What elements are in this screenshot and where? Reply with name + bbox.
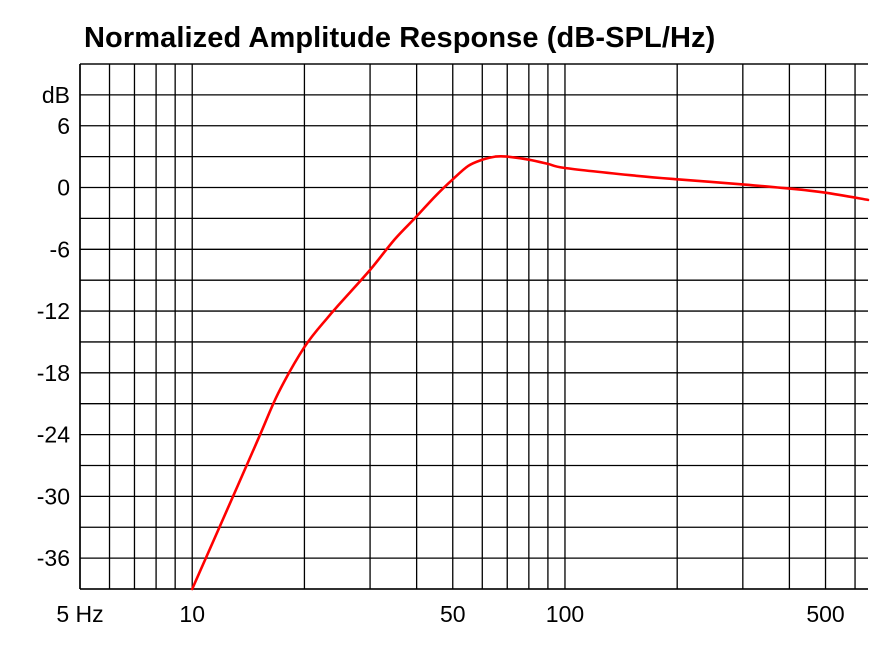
series-layer [190, 154, 870, 591]
y-axis-unit-label: dB [42, 82, 70, 108]
grid-layer [79, 63, 868, 590]
y-tick-label: -18 [37, 360, 70, 386]
y-tick-label: 6 [57, 113, 70, 139]
y-tick-label: -36 [37, 545, 70, 571]
x-tick-label: 10 [179, 601, 205, 627]
y-tick-label: -24 [37, 422, 70, 448]
y-tick-label: -6 [50, 236, 70, 262]
x-tick-label: 50 [440, 601, 466, 627]
y-tick-label: 0 [57, 175, 70, 201]
x-tick-label: 500 [806, 601, 844, 627]
x-tick-label: 100 [546, 601, 584, 627]
label-layer: -36 -30 -24 -18 -12 -6 0 6 dB 5 Hz 10 50 100 500 [37, 82, 845, 627]
x-tick-label: 5 Hz [56, 601, 103, 627]
y-tick-label: -30 [37, 483, 70, 509]
y-tick-label: -12 [37, 298, 70, 324]
chart-title: Normalized Amplitude Response (dB-SPL/Hz… [84, 22, 716, 54]
response-curve [190, 154, 870, 591]
